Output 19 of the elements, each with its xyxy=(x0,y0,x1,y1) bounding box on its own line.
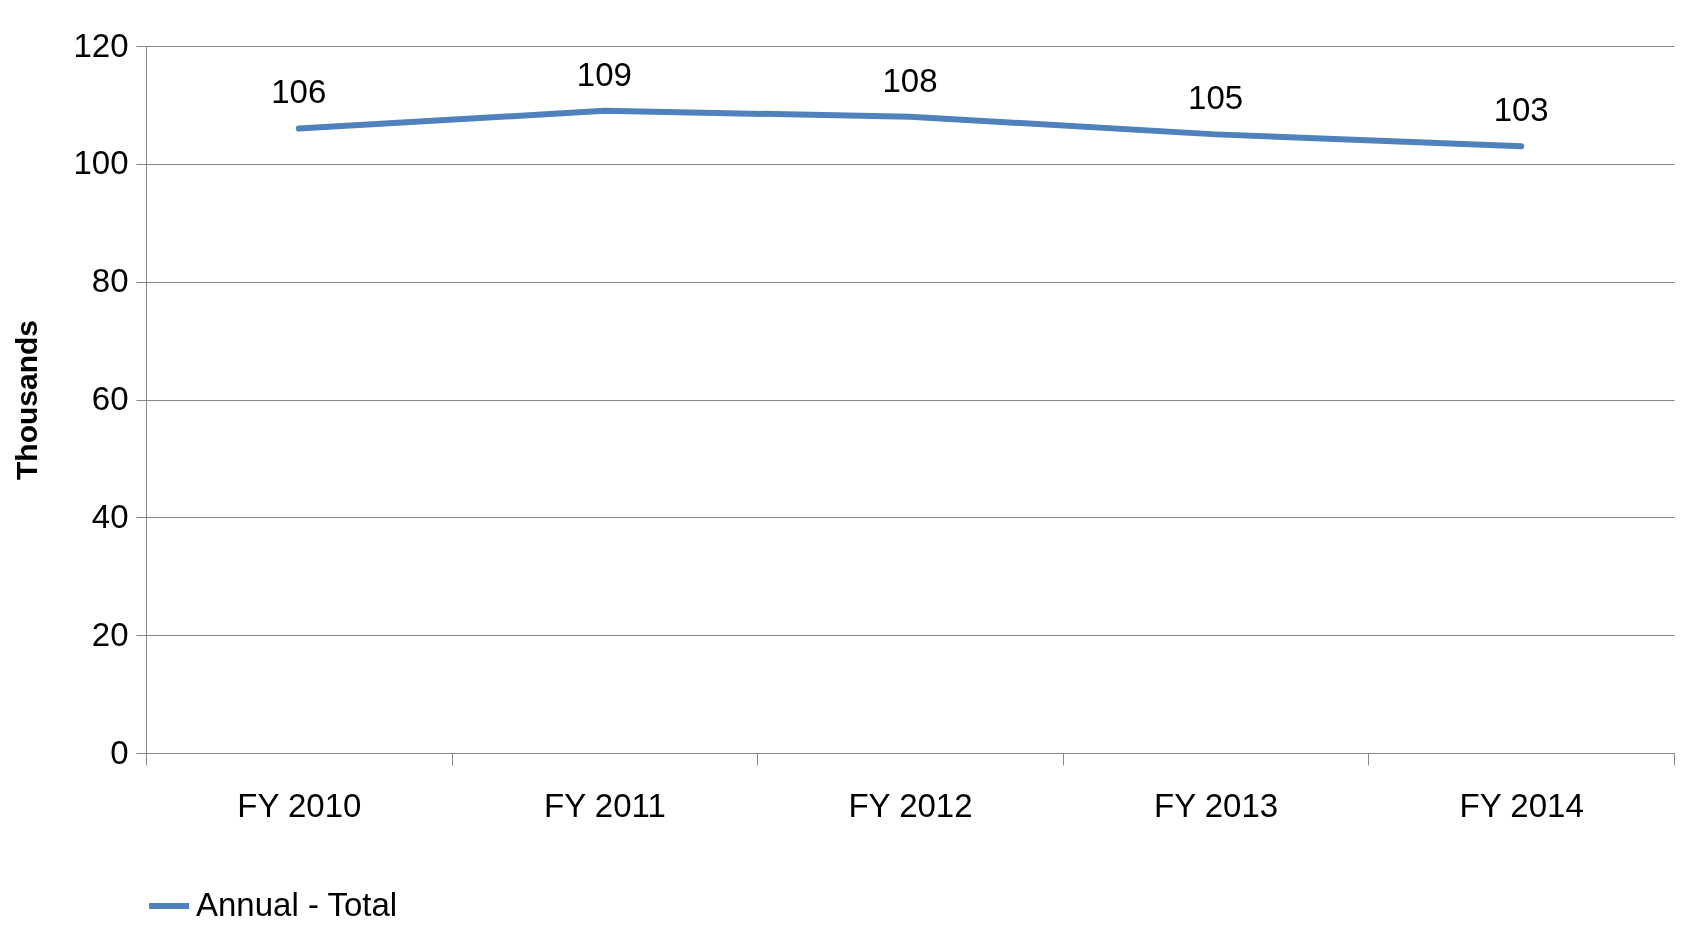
x-tick-label: FY 2011 xyxy=(544,786,666,824)
y-tick-label: 120 xyxy=(73,26,129,64)
data-label: 105 xyxy=(1188,79,1244,117)
y-tick-label: 20 xyxy=(91,615,129,653)
y-tick-label: 60 xyxy=(91,380,129,417)
y-axis-title: Thousands xyxy=(10,319,44,481)
legend-label: Annual - Total xyxy=(196,886,398,923)
x-tick-label: FY 2013 xyxy=(1154,786,1279,824)
y-tick-label: 40 xyxy=(91,497,129,535)
x-tick-label: FY 2012 xyxy=(848,786,973,824)
y-tick-label: 80 xyxy=(91,262,129,300)
data-label: 108 xyxy=(882,61,938,99)
data-label: 109 xyxy=(576,55,632,93)
x-tick-label: FY 2010 xyxy=(237,786,362,824)
y-tick-label: 0 xyxy=(110,733,129,771)
x-tick-label: FY 2014 xyxy=(1459,786,1584,824)
data-label: 103 xyxy=(1493,91,1549,129)
y-tick-label: 100 xyxy=(73,144,129,182)
data-label: 106 xyxy=(271,73,327,111)
